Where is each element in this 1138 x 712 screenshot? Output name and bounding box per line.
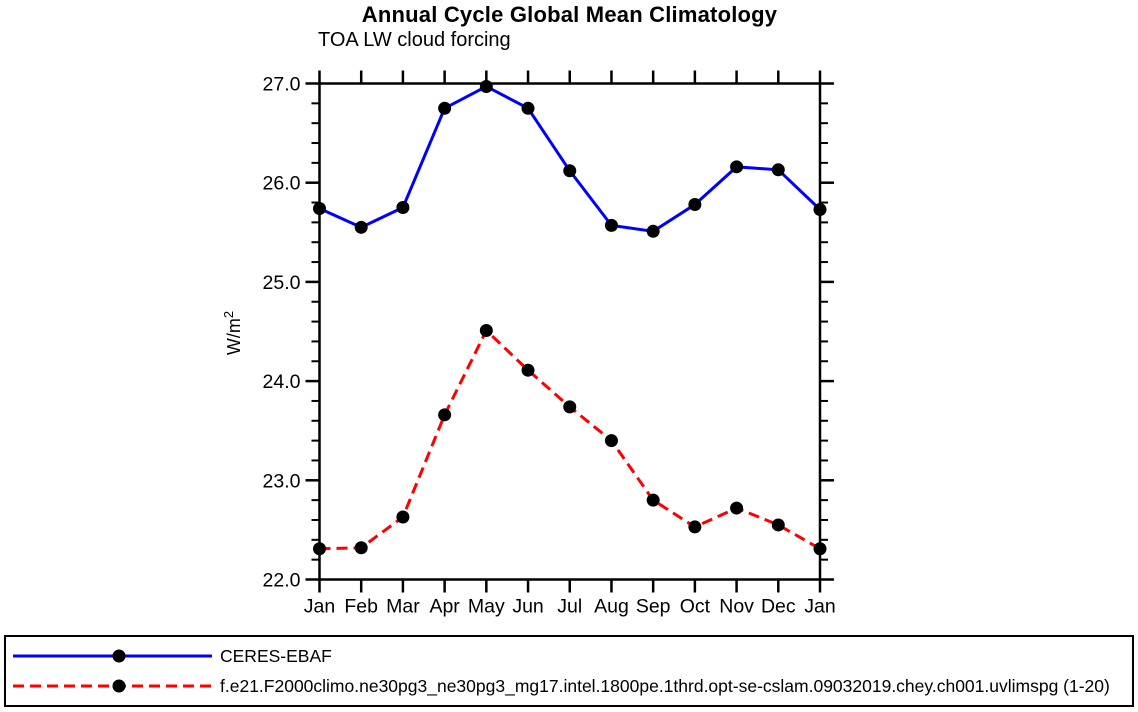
legend: CERES-EBAF f.e21.F2000climo.ne30pg3_ne30… xyxy=(4,635,1134,707)
data-point-marker xyxy=(771,163,785,177)
series-line-dashed xyxy=(319,328,821,551)
legend-line-sample-ceres xyxy=(13,649,212,663)
x-tick-label: Sep xyxy=(636,596,671,618)
data-point-marker xyxy=(521,363,535,377)
x-tick-label: Feb xyxy=(344,596,378,618)
data-point-marker xyxy=(396,510,410,524)
data-point-marker xyxy=(730,501,744,515)
legend-label-ceres: CERES-EBAF xyxy=(220,645,332,666)
data-point-marker xyxy=(354,541,368,555)
data-point-marker xyxy=(396,201,410,214)
x-tick-label: Nov xyxy=(719,596,754,618)
data-point-marker xyxy=(646,224,660,238)
y-tick-label: 26.0 xyxy=(263,173,301,195)
x-tick-label: Aug xyxy=(594,596,629,618)
data-point-marker xyxy=(688,198,702,212)
data-point-marker xyxy=(313,201,326,215)
y-tick-label: 22.0 xyxy=(263,570,301,592)
data-point-marker xyxy=(313,542,326,556)
x-tick-label: Mar xyxy=(386,596,420,618)
x-tick-label: Dec xyxy=(761,596,796,618)
data-point-marker xyxy=(646,493,660,507)
chart-subtitle: TOA LW cloud forcing xyxy=(318,29,511,51)
x-tick-label: Jan xyxy=(804,596,835,618)
y-tick-label: 24.0 xyxy=(263,371,301,393)
data-point-marker xyxy=(771,518,785,532)
data-point-marker xyxy=(813,542,827,556)
x-tick-label: Oct xyxy=(680,596,711,618)
data-point-marker xyxy=(563,400,577,414)
data-point-marker xyxy=(479,79,493,93)
data-point-marker xyxy=(521,101,535,115)
data-point-marker xyxy=(438,408,452,422)
data-point-marker xyxy=(563,164,577,178)
x-tick-label: May xyxy=(468,596,505,618)
series-line-solid xyxy=(318,84,822,233)
y-axis-label: W/m2 xyxy=(221,311,244,355)
data-point-marker xyxy=(813,202,827,216)
plot-frame xyxy=(318,82,822,581)
y-tick-label: 23.0 xyxy=(263,470,301,492)
chart-title: Annual Cycle Global Mean Climatology xyxy=(361,2,778,27)
data-point-marker xyxy=(479,324,493,338)
data-point-marker xyxy=(730,160,744,174)
legend-line-sample-model xyxy=(13,679,212,693)
data-point-marker xyxy=(604,218,618,232)
y-tick-label: 25.0 xyxy=(263,272,301,294)
x-tick-label: Apr xyxy=(429,596,460,618)
legend-row: CERES-EBAF xyxy=(12,641,1132,671)
legend-label-model: f.e21.F2000climo.ne30pg3_ne30pg3_mg17.in… xyxy=(220,675,1110,696)
data-point-marker xyxy=(688,520,702,534)
x-tick-label: Jun xyxy=(512,596,543,618)
data-point-marker xyxy=(354,220,368,234)
x-tick-label: Jul xyxy=(557,596,582,618)
data-point-marker xyxy=(604,434,618,448)
data-point-marker xyxy=(438,101,452,115)
y-tick-label: 27.0 xyxy=(263,74,301,96)
legend-row: f.e21.F2000climo.ne30pg3_ne30pg3_mg17.in… xyxy=(12,671,1132,701)
x-tick-label: Jan xyxy=(304,596,335,618)
